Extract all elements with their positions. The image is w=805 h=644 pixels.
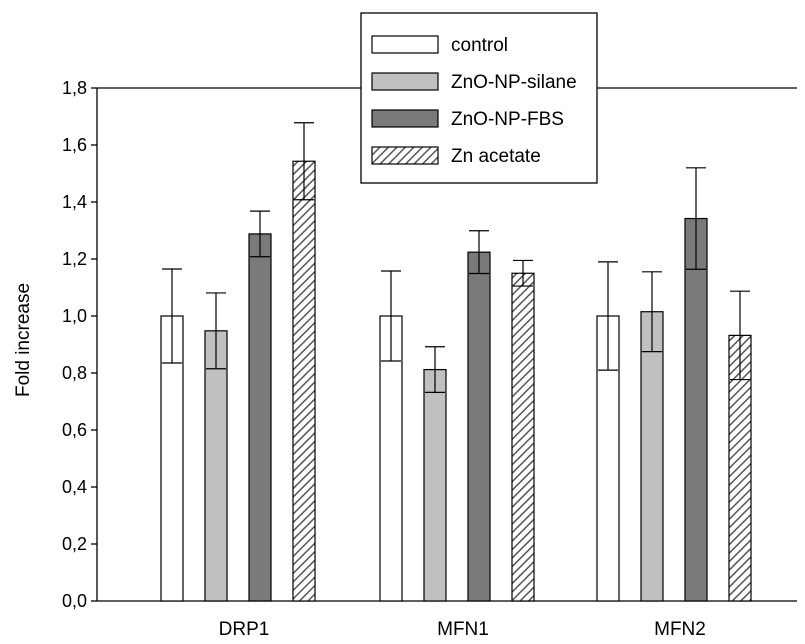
y-axis-title: Fold increase [13,283,34,397]
legend-label-zno-np-silane: ZnO-NP-silane [451,72,577,93]
bar-mfn1-zno-np-silane [423,368,447,602]
legend-label-zn-acetate: Zn acetate [451,146,541,167]
y-tick-label: 0,2 [62,534,87,554]
legend: control ZnO-NP-silane ZnO-NP-FBS Zn acetate [360,12,598,184]
bar-mfn1-zno-np-fbs [467,251,491,602]
bar-mfn2-zno-np-silane [640,311,664,602]
y-tick-label: 1,0 [62,306,87,326]
bar-drp1-zno-np-fbs [248,233,272,602]
plot-area: 0,0 0,2 0,4 0,6 0,8 1,0 1,2 1,4 1,6 1,8 DRP1 MFN1 MF… [62,78,797,640]
legend-swatch-zno-np-silane [371,72,439,91]
legend-label-control: control [451,35,508,56]
y-tick-label: 0,4 [62,477,87,497]
bar-drp1-zno-np-silane [204,330,228,602]
y-tick-label: 1,8 [62,78,87,98]
y-tick-label: 0,8 [62,363,87,383]
legend-swatch-control [371,35,439,54]
y-tick-label: 1,2 [62,249,87,269]
bar-mfn1-zn-acetate [511,272,535,602]
y-tick-label: 0,6 [62,420,87,440]
legend-swatch-zno-np-fbs [371,109,439,128]
y-tick-label: 1,6 [62,135,87,155]
category-label-mfn1: MFN1 [437,619,489,640]
category-label-mfn2: MFN2 [654,619,706,640]
y-tick-label: 1,4 [62,192,87,212]
y-tick-label: 0,0 [62,591,87,611]
legend-label-zno-np-fbs: ZnO-NP-FBS [451,109,564,130]
category-label-drp1: DRP1 [219,619,270,640]
bar-mfn2-zno-np-fbs [684,217,708,602]
bar-drp1-zn-acetate [292,160,316,602]
legend-swatch-zn-acetate [371,146,439,165]
